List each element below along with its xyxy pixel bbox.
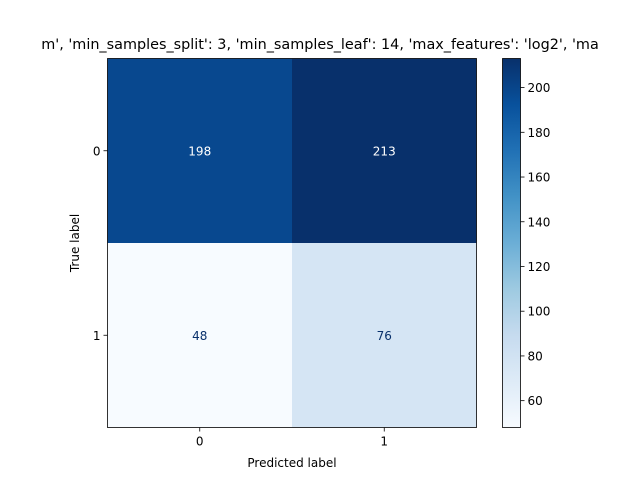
cell-value-label: 48 [192,329,207,343]
colorbar-tick-label: 160 [528,171,551,185]
chart-title: m', 'min_samples_split': 3, 'min_samples… [41,37,599,53]
colorbar-tick-label: 140 [528,215,551,229]
colorbar-ticks: 60 80 100 120 140 160 180 200 [520,81,551,408]
cell-value-label: 198 [188,144,211,158]
colorbar-tick-label: 60 [528,394,543,408]
x-axis-label: Predicted label [247,456,336,470]
y-tick-label: 1 [93,329,101,343]
colorbar-tick-label: 180 [528,126,551,140]
colorbar-tick-label: 120 [528,260,551,274]
y-axis-ticks: 01 [93,144,108,343]
colorbar-tick-label: 80 [528,349,543,363]
x-tick-label: 1 [380,435,388,449]
heatmap-cell [292,58,477,243]
colorbar [502,58,521,428]
heatmap-cell [292,243,477,428]
y-tick-label: 0 [93,144,101,158]
heatmap-cell [107,243,292,428]
heatmap-cells [107,58,477,428]
cell-value-label: 213 [373,144,396,158]
heatmap-frame [107,58,477,428]
cell-value-label: 76 [377,329,392,343]
heatmap-cell [107,58,292,243]
colorbar-tick-label: 100 [528,305,551,319]
heatmap-cell-labels: 198 213 48 76 [188,144,395,343]
colorbar-tick-label: 200 [528,81,551,95]
x-tick-label: 0 [196,435,204,449]
y-axis-label: True label [68,214,82,273]
